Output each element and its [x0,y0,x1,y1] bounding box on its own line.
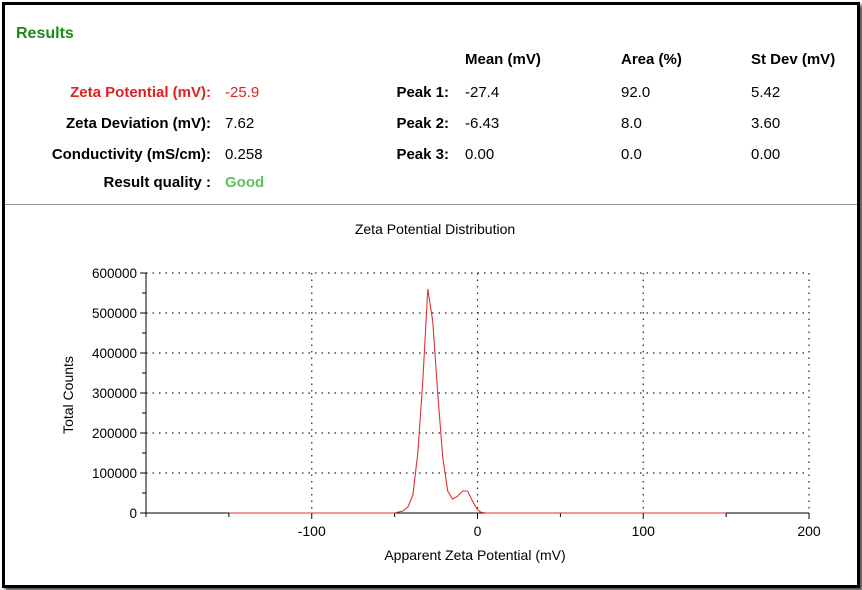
chart-ticks: 0 100000 200000 300000 400000 500000 600000 -10… [92,266,821,539]
series-line-1 [228,288,727,514]
peak-3-label: Peak 3: [396,146,449,163]
col-header-stdev: St Dev (mV) [751,51,836,68]
peak-3-stdev: 0.00 [751,146,781,163]
x-tick-label: 100 [632,523,656,539]
peak-3-area: 0.0 [621,146,642,163]
zeta-potential-value: -25.9 [225,84,260,101]
x-tick-label: 0 [474,523,482,539]
y-tick-label: 300000 [92,386,137,401]
y-tick-label: 500000 [92,306,137,321]
conductivity-label: Conductivity (mS/cm): [51,146,211,163]
peak-2-stdev: 3.60 [751,115,781,132]
y-tick-label: 600000 [92,266,137,281]
zeta-potential-label: Zeta Potential (mV): [70,84,211,101]
x-tick-label: -100 [298,523,326,539]
chart-grid [146,272,810,513]
results-panel: Results Mean (mV) Area (%) St Dev (mV) Z… [5,5,857,203]
peak-1-mean: -27.4 [465,84,500,101]
peak-2-area: 8.0 [621,115,642,132]
y-tick-label: 100000 [92,466,137,481]
col-header-mean: Mean (mV) [465,51,541,68]
x-tick-label: 200 [797,523,821,539]
results-title: Results [16,25,74,42]
peak-2-mean: -6.43 [465,115,500,132]
zeta-potential-chart: Zeta Potential Distribution 010000020000… [60,221,821,563]
y-axis-label: Total Counts [60,356,76,434]
peak-2-label: Peak 2: [396,115,449,132]
result-quality-value: Good [225,174,265,191]
col-header-area: Area (%) [621,51,682,68]
section-divider [5,204,857,205]
peak-1-area: 92.0 [621,84,651,101]
peak-1-label: Peak 1: [396,84,449,101]
y-tick-label: 200000 [92,426,137,441]
chart-series [228,288,727,514]
peak-3-mean: 0.00 [465,146,495,163]
x-axis-label: Apparent Zeta Potential (mV) [384,547,565,563]
zeta-deviation-value: 7.62 [225,115,255,132]
result-quality-label: Result quality : [103,174,211,191]
y-tick-label: 400000 [92,346,137,361]
y-tick-label: 0 [129,506,137,521]
conductivity-value: 0.258 [225,146,263,163]
peak-1-stdev: 5.42 [751,84,781,101]
zeta-deviation-label: Zeta Deviation (mV): [65,115,211,132]
chart-title: Zeta Potential Distribution [355,221,515,237]
